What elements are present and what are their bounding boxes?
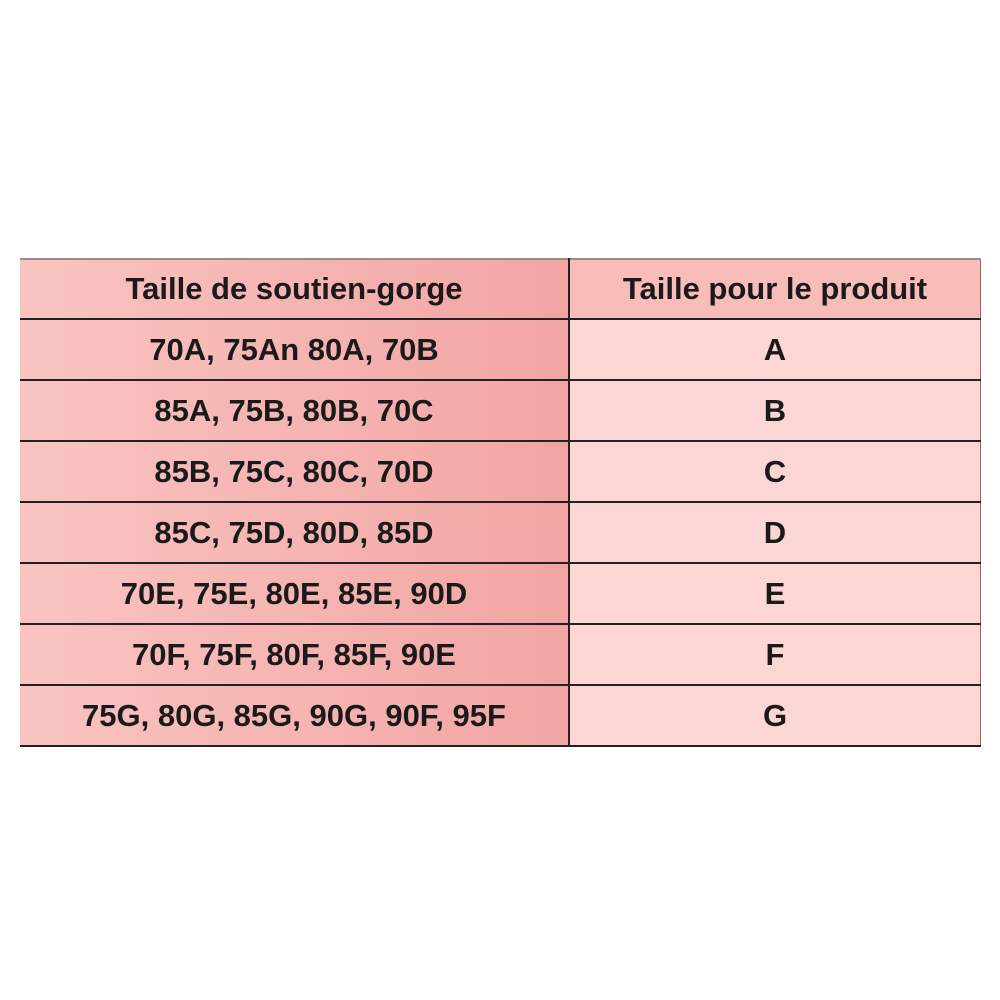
table-row: 70E, 75E, 80E, 85E, 90D E <box>20 563 981 625</box>
bra-size-cell: 85A, 75B, 80B, 70C <box>20 380 570 442</box>
header-cell: Taille pour le produit <box>569 259 981 320</box>
bra-size-cell: 85B, 75C, 80C, 70D <box>20 441 570 503</box>
product-size-cell: F <box>569 624 981 686</box>
bra-size-cell: 70E, 75E, 80E, 85E, 90D <box>20 563 570 625</box>
table-row: 85A, 75B, 80B, 70C B <box>20 380 981 442</box>
table-row: 70F, 75F, 80F, 85F, 90E F <box>20 624 981 686</box>
table-body: Taille de soutien-gorge Taille pour le pr… <box>20 259 981 747</box>
product-size-cell: A <box>569 319 981 381</box>
size-table: Taille de soutien-gorge Taille pour le pr… <box>20 258 981 747</box>
product-size-cell: D <box>569 502 981 564</box>
header-row: Taille de soutien-gorge Taille pour le pr… <box>20 259 981 320</box>
bra-size-cell: 70F, 75F, 80F, 85F, 90E <box>20 624 570 686</box>
table-row: 70A, 75An 80A, 70B A <box>20 319 981 381</box>
product-size-cell: B <box>569 380 981 442</box>
product-size-cell: G <box>569 685 981 747</box>
table-row: 75G, 80G, 85G, 90G, 90F, 95F G <box>20 685 981 747</box>
bra-size-cell: 75G, 80G, 85G, 90G, 90F, 95F <box>20 685 570 747</box>
product-size-cell: C <box>569 441 981 503</box>
table-row: 85B, 75C, 80C, 70D C <box>20 441 981 503</box>
bra-size-cell: 85C, 75D, 80D, 85D <box>20 502 570 564</box>
product-size-cell: E <box>569 563 981 625</box>
bra-size-cell: 70A, 75An 80A, 70B <box>20 319 570 381</box>
header-cell: Taille de soutien-gorge <box>20 259 570 320</box>
table-row: 85C, 75D, 80D, 85D D <box>20 502 981 564</box>
